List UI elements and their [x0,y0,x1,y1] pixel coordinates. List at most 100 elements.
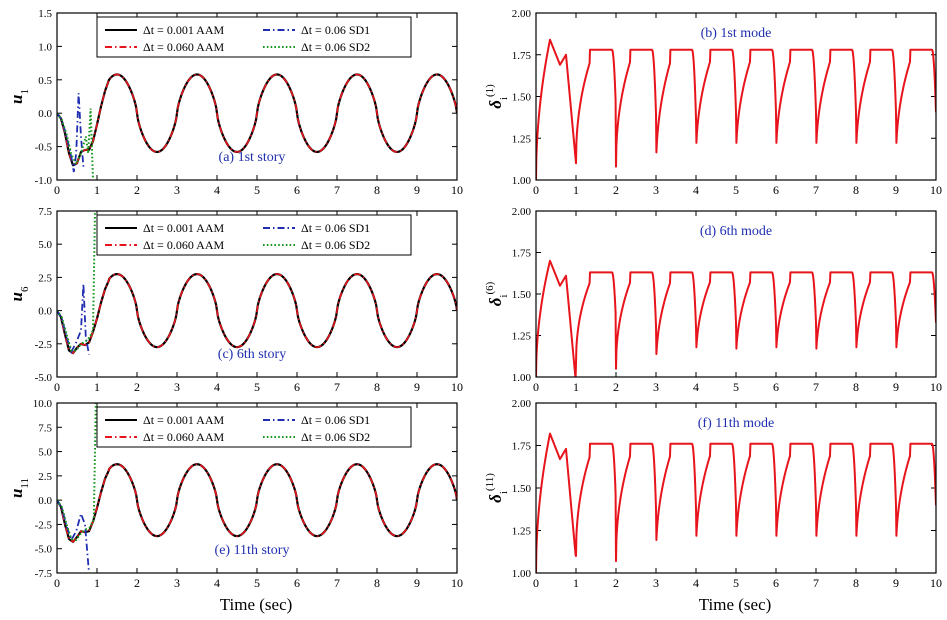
y-tick-label: -7.5 [35,568,53,580]
x-tick-label: 9 [414,183,420,197]
series-sd2 [57,108,94,180]
x-tick-label: 2 [613,576,619,590]
y-axis-label: u1 [7,89,31,104]
y-tick-label: 1.25 [512,526,532,538]
series-sd2 [57,403,97,542]
x-tick-label: 2 [134,183,140,197]
y-tick-label: -5.0 [35,544,53,556]
series-mode [536,38,936,180]
y-tick-label: 0.0 [38,495,52,507]
x-tick-label: 3 [653,380,659,394]
series-mode [536,432,936,573]
x-tick-label: 8 [853,183,859,197]
series-aam-0060 [57,273,457,355]
x-tick-label: 1 [94,183,100,197]
x-tick-label: 1 [573,380,579,394]
series-mode [536,259,936,377]
y-tick-label: -2.5 [35,519,53,531]
x-tick-label: 6 [773,380,779,394]
panel-b: 0 1 2 3 4 5 6 7 8 9 10 1.00 1.25 1.50 1.75 2.00 δi(1) (b)… [484,8,942,197]
y-tick-label: 1.5 [38,8,52,20]
y-tick-label: 1.0 [38,41,52,53]
y-axis-label-superscript: (6) [484,281,496,294]
x-axis-label-left: Time (sec) [220,595,293,614]
x-tick-label: 8 [374,576,380,590]
legend-box [96,16,412,58]
x-tick-label: 9 [893,576,899,590]
plot-frame [56,210,458,378]
x-tick-label: 1 [94,380,100,394]
x-tick-label: 8 [374,380,380,394]
legend-label: Δt = 0.06 SD2 [301,40,370,54]
y-tick-label: 7.5 [38,422,52,434]
x-tick-label: 1 [573,576,579,590]
y-axis-label: δi(6) [484,281,510,306]
x-tick-label: 7 [334,576,340,590]
y-axis-label-subscript: i [498,491,510,494]
y-tick-label: 0.0 [38,108,52,120]
series-aam-0001 [57,272,457,355]
plot-frame [56,402,458,574]
legend-label: Δt = 0.060 AAM [143,430,224,444]
x-tick-label: 5 [733,380,739,394]
legend-label: Δt = 0.060 AAM [143,40,224,54]
x-tick-label: 9 [414,380,420,394]
x-tick-label: 6 [294,380,300,394]
plot-frame [535,12,937,181]
x-tick-label: 10 [930,183,942,197]
y-tick-label: 1.00 [512,372,532,384]
y-axis-label-superscript: (1) [484,84,496,97]
x-tick-label: 10 [451,183,463,197]
series-group [536,38,936,180]
y-tick-label: 5.0 [38,447,52,459]
y-tick-label: 1.25 [512,133,532,145]
x-tick-label: 8 [853,576,859,590]
x-tick-label: 2 [134,576,140,590]
x-tick-label: 7 [813,183,819,197]
y-tick-label: 5.0 [38,239,52,251]
y-axis-label-subscript: i [498,295,510,298]
y-tick-label: 1.50 [512,289,532,301]
y-tick-label: 2.00 [512,8,532,20]
y-axis-label-subscript: i [498,97,510,100]
x-tick-label: 6 [294,576,300,590]
x-tick-label: 10 [930,576,942,590]
x-tick-label: 0 [533,380,539,394]
panel-annotation: (d) 6th mode [700,224,772,239]
plot-frame [535,210,937,378]
x-tick-label: 7 [334,183,340,197]
x-tick-label: 0 [54,576,60,590]
legend-label: Δt = 0.06 SD1 [301,413,370,427]
x-tick-label: 3 [653,576,659,590]
x-tick-label: 4 [693,183,699,197]
x-tick-label: 3 [174,380,180,394]
legend-label: Δt = 0.06 SD2 [301,238,370,252]
x-tick-label: 0 [54,183,60,197]
plot-frame [535,402,937,574]
y-tick-label: 0.5 [38,75,52,87]
panel-annotation: (c) 6th story [218,347,286,362]
y-axis-label: u6 [7,286,31,301]
series-group [57,403,457,573]
legend-label: Δt = 0.06 SD2 [301,430,370,444]
y-tick-label: 2.5 [38,272,52,284]
x-tick-label: 7 [334,380,340,394]
y-tick-label: 0.0 [38,306,52,318]
series-group [536,259,936,377]
panel-d: 0 1 2 3 4 5 6 7 8 9 10 1.00 1.25 1.50 1.75 2.00 δi(6) (d)… [484,206,942,394]
y-tick-label: 2.5 [38,471,52,483]
x-tick-label: 9 [414,576,420,590]
y-tick-label: 1.00 [512,175,532,187]
x-tick-label: 6 [294,183,300,197]
y-tick-label: 1.75 [512,50,532,62]
series-aam-0001 [57,463,457,544]
x-tick-label: 3 [174,576,180,590]
y-axis-label-symbol: δ [486,494,505,503]
y-tick-label: -1.0 [35,175,53,187]
x-tick-label: 2 [613,380,619,394]
x-tick-label: 5 [254,576,260,590]
x-tick-label: 6 [773,576,779,590]
